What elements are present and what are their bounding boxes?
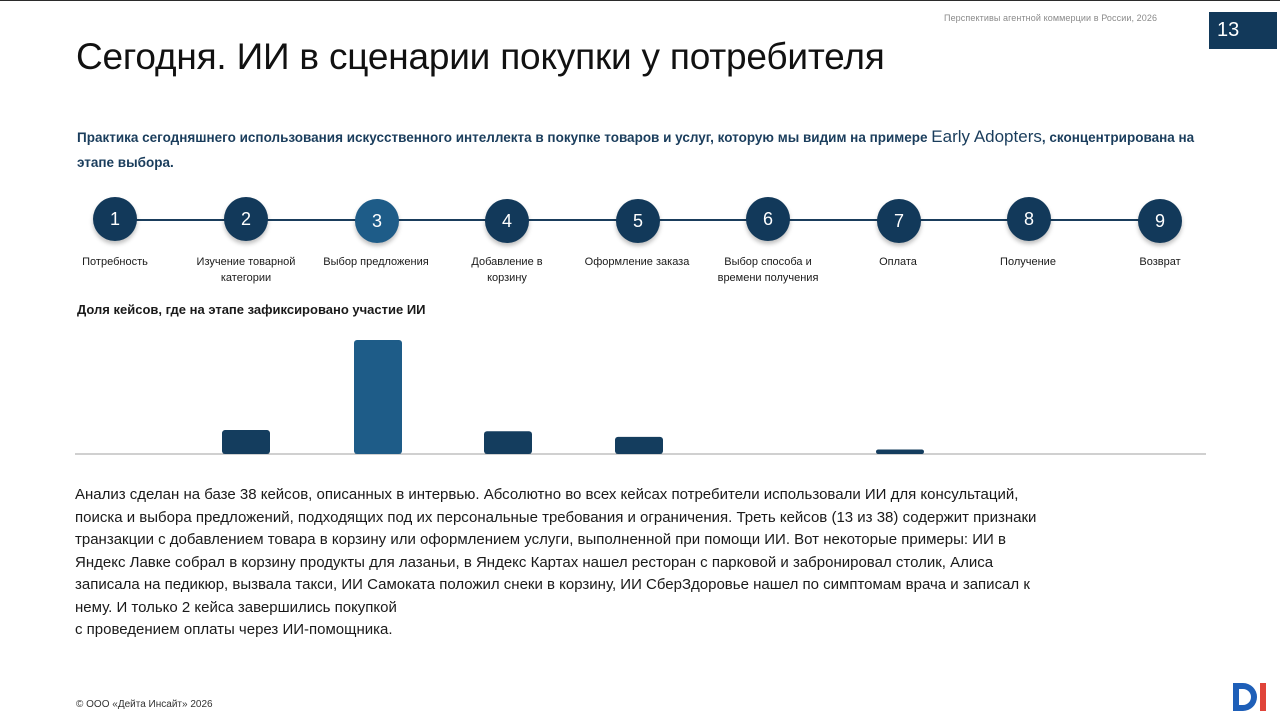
bar-chart (75, 340, 1206, 455)
step-9-circle: 9 (1138, 199, 1182, 243)
analysis-line-4: Яндекс Лавке собрал в корзину продукты д… (75, 553, 994, 571)
logo-i-mark (1260, 683, 1266, 711)
step-5-label: Оформление заказа (584, 256, 690, 268)
step-2-circle: 2 (224, 197, 268, 241)
chart-heading: Доля кейсов, где на этапе зафиксировано … (77, 302, 426, 317)
logo-d-mark (1233, 683, 1257, 711)
page-number-badge: 13 (1209, 12, 1277, 49)
bar-5 (615, 436, 663, 454)
step-5-circle: 5 (616, 199, 660, 243)
subtitle-part-3: , сконцентрирована на этапе выбора. (77, 130, 1195, 170)
bar-4 (484, 431, 532, 454)
analysis-paragraph: Анализ сделан на базе 38 кейсов, описанн… (75, 484, 1195, 642)
subtitle-part-1: Практика сегодняшнего использования иску… (77, 130, 932, 145)
report-caption: Перспективы агентной коммерции в России,… (944, 13, 1158, 23)
step-1-circle: 1 (93, 197, 137, 241)
slide-title: Сегодня. ИИ в сценарии покупки у потреби… (76, 36, 885, 77)
step-7-label: Оплата (879, 256, 917, 268)
step-3-label: Выбор предложения (323, 256, 429, 268)
step-2-label: Изучение товарной категории (196, 256, 296, 284)
step-6-label: Выбор способа и времени получения (717, 256, 819, 284)
company-logo (1233, 683, 1266, 711)
analysis-line-3: транзакции с добавлением товара в корзин… (75, 531, 1006, 548)
step-9-label: Возврат (1139, 256, 1181, 268)
step-8-circle: 8 (1007, 197, 1051, 241)
bar-2 (222, 430, 270, 454)
bar-3 (354, 340, 402, 454)
step-7-circle: 7 (877, 199, 921, 243)
step-4-label: Добавление в корзину (471, 256, 543, 284)
step-4-circle: 4 (485, 199, 529, 243)
analysis-line-6: нему. И только 2 кейса завершились покуп… (75, 598, 397, 616)
top-rule (0, 0, 1280, 1)
step-6-circle: 6 (746, 197, 790, 241)
step-3-circle: 3 (355, 199, 399, 243)
step-1-label: Потребность (82, 256, 148, 268)
slide-subtitle: Практика сегодняшнего использования иску… (77, 124, 1207, 175)
analysis-line-1: Анализ сделан на базе 38 кейсов, описанн… (75, 486, 1019, 503)
bar-7 (876, 449, 924, 454)
subtitle-early-adopters: Early Adopters (931, 127, 1042, 146)
analysis-line-7: с проведением оплаты через ИИ-помощника. (75, 621, 393, 638)
step-8-label: Получение (1000, 256, 1056, 268)
copyright-footer: © ООО «Дейта Инсайт» 2026 (76, 699, 213, 710)
analysis-line-2: поиска и выбора предложений, подходящих … (75, 508, 1037, 526)
analysis-line-5: записала на педикюр, вызвала такси, ИИ С… (75, 576, 1030, 593)
